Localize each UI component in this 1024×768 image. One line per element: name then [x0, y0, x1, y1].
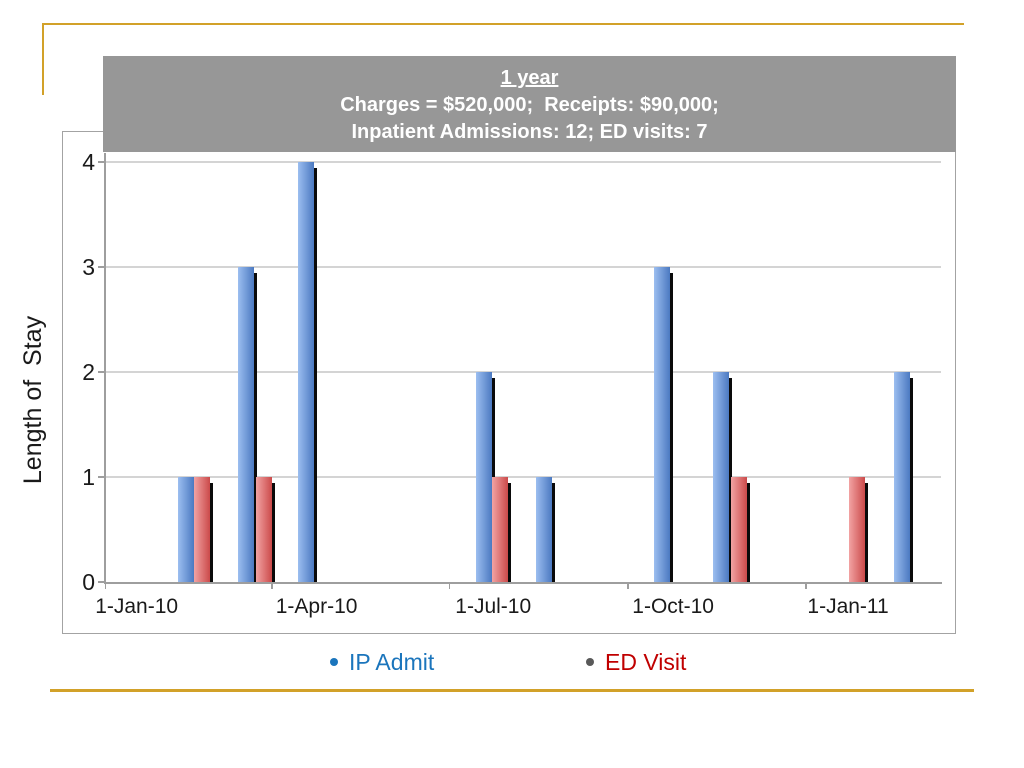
bar-shadow [254, 273, 258, 582]
x-tick-mark [627, 582, 629, 589]
y-tick-mark [98, 476, 104, 478]
chart-legend: IP Admit ED Visit [0, 645, 1024, 679]
bar-ip-admit [297, 162, 314, 582]
bar-ed-visit [491, 477, 508, 582]
gridline [104, 266, 941, 268]
x-tick-label: 1-Jan-10 [95, 595, 179, 618]
y-tick-mark [98, 161, 104, 163]
bar-ed-visit [731, 477, 748, 582]
x-tick-mark [805, 582, 807, 589]
y-tick-mark [98, 581, 104, 583]
bar-shadow [313, 168, 317, 582]
top-accent-line-vertical [42, 23, 44, 95]
y-tick-label: 2 [82, 359, 95, 385]
y-tick-mark [98, 371, 104, 373]
legend-item-ip-admit: IP Admit [330, 645, 434, 679]
y-axis-title: Length of Stay [19, 315, 47, 485]
y-tick-label: 3 [82, 254, 95, 280]
legend-bullet-icon [330, 658, 338, 666]
y-tick-mark [98, 266, 104, 268]
bar-shadow [728, 378, 732, 582]
y-tick-label: 0 [82, 569, 95, 595]
bar-ip-admit [893, 372, 910, 582]
legend-item-ed-visit: ED Visit [586, 645, 686, 679]
bar-ed-visit [255, 477, 272, 582]
bar-shadow [670, 273, 674, 582]
y-tick-label: 1 [82, 464, 95, 490]
bar-ip-admit [475, 372, 492, 582]
bar-shadow [552, 483, 556, 582]
top-accent-line [42, 23, 964, 25]
bar-shadow [271, 483, 275, 582]
y-axis-line [104, 153, 106, 583]
y-tick-label: 4 [82, 149, 95, 175]
bar-ip-admit [536, 477, 553, 582]
gridline [104, 476, 941, 478]
legend-label: IP Admit [349, 649, 435, 675]
chart-area: 0 1 2 3 4 1-Jan-10 1-Apr-10 1-Jul-10 1-Oct-10 1-J… [62, 131, 956, 634]
title-line-3: Inpatient Admissions: 12; ED visits: 7 [351, 121, 708, 143]
x-tick-label: 1-Jan-11 [807, 595, 889, 618]
bottom-accent-line [50, 689, 974, 692]
bar-ed-visit [193, 477, 210, 582]
bar-ip-admit [712, 372, 729, 582]
title-line-2: Charges = $520,000; Receipts: $90,000; [340, 94, 719, 116]
bar-shadow [747, 483, 751, 582]
x-tick-mark [271, 582, 273, 589]
bar-shadow [507, 483, 511, 582]
bar-shadow [909, 378, 913, 582]
title-line-1: 1 year [500, 67, 559, 89]
bar-shadow [865, 483, 869, 582]
legend-label: ED Visit [605, 649, 687, 675]
x-tick-label: 1-Oct-10 [632, 595, 714, 618]
x-tick-label: 1-Jul-10 [455, 595, 532, 618]
legend-bullet-icon [586, 658, 594, 666]
bar-shadow [209, 483, 213, 582]
x-tick-mark [448, 582, 451, 589]
x-tick-mark [104, 582, 107, 589]
x-axis-line [104, 582, 942, 584]
bar-ip-admit [238, 267, 255, 582]
x-tick-label: 1-Apr-10 [275, 595, 358, 618]
gridline [104, 161, 941, 163]
bar-ip-admit [654, 267, 671, 582]
chart-title-box: 1 year Charges = $520,000; Receipts: $90… [103, 56, 956, 152]
bar-ed-visit [849, 477, 866, 582]
gridline [104, 371, 941, 373]
bar-ip-admit [178, 477, 195, 582]
